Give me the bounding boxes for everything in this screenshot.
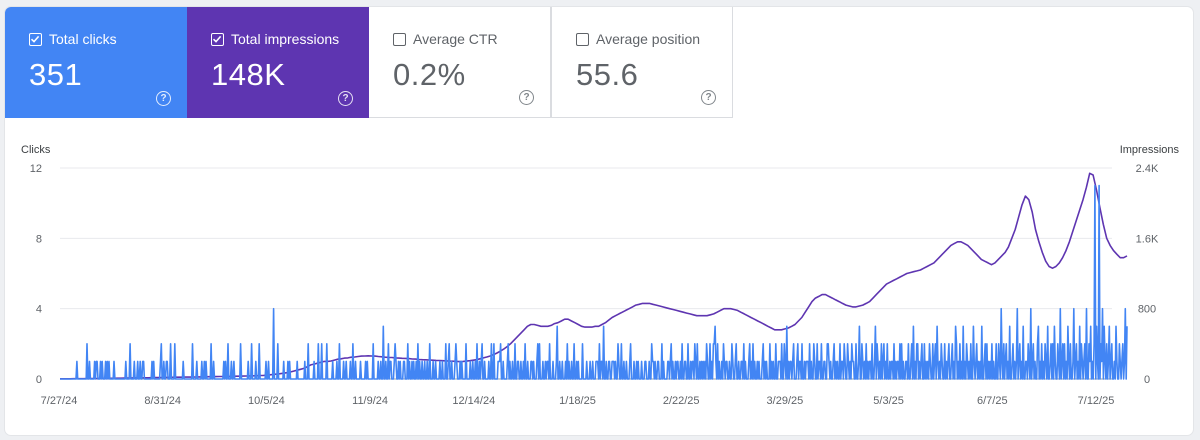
series-line-impressions <box>60 172 1128 380</box>
metric-label-row: Total impressions <box>211 31 339 47</box>
metric-label: Average CTR <box>413 31 498 47</box>
x-tick-label: 8/31/24 <box>144 395 181 407</box>
y-right-tick-label: 2.4K <box>1136 163 1159 175</box>
metric-label-row: Total clicks <box>29 31 117 47</box>
performance-panel: Total clicks 351 ? Total impressions 148… <box>5 7 1193 435</box>
y-right-tick-label: 800 <box>1138 304 1156 316</box>
y-axis-left-ticks: 0 4 8 12 <box>30 163 42 386</box>
metric-label: Total impressions <box>231 31 340 47</box>
help-icon[interactable]: ? <box>519 90 534 105</box>
metric-label: Total clicks <box>49 31 117 47</box>
metric-cards: Total clicks 351 ? Total impressions 148… <box>5 7 735 118</box>
y-left-tick-label: 4 <box>36 304 42 316</box>
metric-value: 0.2% <box>393 57 466 92</box>
chart-series <box>59 172 1128 380</box>
checkbox-unchecked-icon[interactable] <box>393 32 406 46</box>
help-icon[interactable]: ? <box>338 91 353 106</box>
checkbox-checked-icon[interactable] <box>211 32 224 46</box>
metric-card-impressions[interactable]: Total impressions 148K ? <box>187 7 369 118</box>
x-tick-label: 12/14/24 <box>452 395 495 407</box>
metric-value: 148K <box>211 57 286 92</box>
metric-label-row: Average position <box>576 31 700 47</box>
x-tick-label: 1/18/25 <box>559 395 596 407</box>
metric-card-position[interactable]: Average position 55.6 ? <box>551 7 733 118</box>
x-tick-label: 5/3/25 <box>873 395 904 407</box>
checkbox-checked-icon[interactable] <box>29 32 42 46</box>
y-right-tick-label: 1.6K <box>1136 233 1159 245</box>
performance-chart[interactable]: 0 4 8 12 0 800 1.6K 2.4K 7/27/24 8/31/24 10/5/24… <box>5 7 1193 435</box>
y-axis-right-ticks: 0 800 1.6K 2.4K <box>1136 163 1159 386</box>
metric-label-row: Average CTR <box>393 31 498 47</box>
metric-value: 55.6 <box>576 57 639 92</box>
chart-grid <box>60 167 1112 380</box>
x-tick-label: 6/7/25 <box>977 395 1008 407</box>
y-left-tick-label: 12 <box>30 163 42 175</box>
y-left-tick-label: 8 <box>36 233 42 245</box>
x-tick-label: 3/29/25 <box>767 395 804 407</box>
x-tick-label: 7/12/25 <box>1078 395 1115 407</box>
metric-label: Average position <box>596 31 701 47</box>
x-tick-label: 2/22/25 <box>663 395 700 407</box>
metric-card-clicks[interactable]: Total clicks 351 ? <box>5 7 187 118</box>
y-axis-left-title: Clicks <box>21 144 51 156</box>
help-icon[interactable]: ? <box>156 91 171 106</box>
x-tick-label: 11/9/24 <box>352 395 388 407</box>
x-tick-label: 10/5/24 <box>248 395 285 407</box>
x-tick-label: 7/27/24 <box>41 395 78 407</box>
y-left-tick-label: 0 <box>36 374 42 386</box>
metric-card-ctr[interactable]: Average CTR 0.2% ? <box>369 7 551 118</box>
checkbox-unchecked-icon[interactable] <box>576 32 589 46</box>
x-axis-ticks: 7/27/24 8/31/24 10/5/24 11/9/24 12/14/24 1/18… <box>41 395 1115 407</box>
metric-value: 351 <box>29 57 83 92</box>
y-axis-right-title: Impressions <box>1119 144 1179 156</box>
help-icon[interactable]: ? <box>701 90 716 105</box>
y-right-tick-label: 0 <box>1144 374 1150 386</box>
series-line-clicks <box>59 184 1128 380</box>
